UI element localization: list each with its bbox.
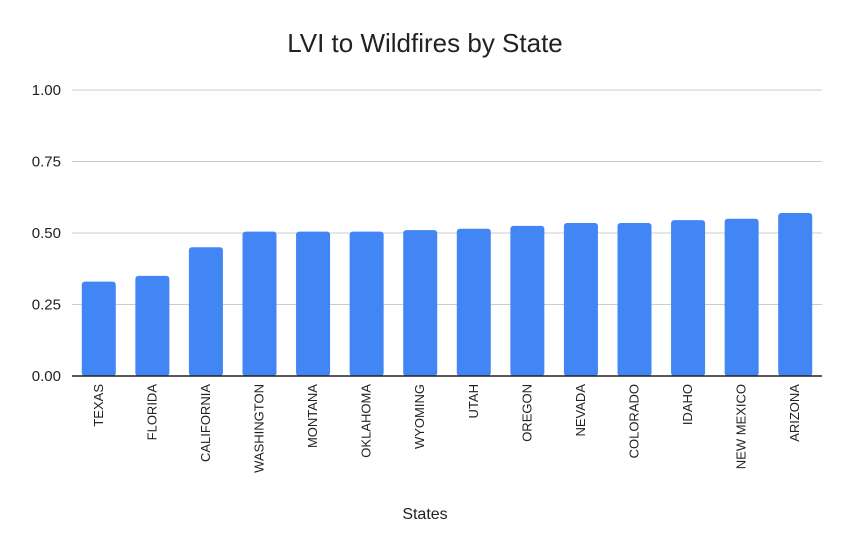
y-tick-label: 0.00: [32, 368, 61, 385]
x-tick-label: OREGON: [519, 384, 534, 442]
x-tick-label: OKLAHOMA: [359, 384, 374, 458]
x-tick-label: IDAHO: [680, 384, 695, 425]
x-tick-label: WASHINGTON: [252, 384, 267, 473]
x-tick-label: TEXAS: [91, 384, 106, 427]
x-tick-label: COLORADO: [627, 384, 642, 458]
bar-florida: [135, 275, 170, 376]
x-category-labels: TEXAS FLORIDA CALIFORNIA WASHINGTON MONTANA O…: [91, 384, 802, 473]
x-tick-label: WYOMING: [412, 384, 427, 449]
y-tick-label: 0.25: [32, 297, 61, 314]
bar-arizona: [778, 212, 813, 376]
bar-california: [188, 247, 223, 376]
bar-texas: [81, 281, 116, 376]
y-tick-labels: 0.00 0.25 0.50 0.75 1.00: [32, 82, 61, 385]
y-tick-label: 0.50: [32, 225, 61, 242]
x-tick-label: NEW MEXICO: [734, 384, 749, 469]
y-tick-label: 1.00: [32, 82, 61, 99]
x-axis-label: States: [402, 506, 448, 523]
x-tick-label: FLORIDA: [144, 384, 159, 441]
chart-title: LVI to Wildfires by State: [287, 28, 563, 58]
bar-montana: [296, 231, 331, 376]
gridlines: [72, 89, 822, 305]
bar-idaho: [671, 220, 706, 376]
x-tick-label: UTAH: [466, 384, 481, 418]
bar-wyoming: [403, 230, 438, 376]
x-tick-label: MONTANA: [305, 384, 320, 448]
bars: [81, 212, 813, 376]
bar-oregon: [510, 225, 545, 376]
bar-new-mexico: [724, 218, 759, 376]
bar-utah: [456, 228, 491, 376]
x-tick-label: NEVADA: [573, 384, 588, 437]
bar-colorado: [617, 222, 652, 376]
x-tick-label: CALIFORNIA: [198, 384, 213, 462]
bar-oklahoma: [349, 231, 384, 376]
bar-washington: [242, 231, 277, 376]
bar-nevada: [563, 222, 598, 376]
y-tick-label: 0.75: [32, 154, 61, 171]
x-tick-label: ARIZONA: [787, 384, 802, 442]
